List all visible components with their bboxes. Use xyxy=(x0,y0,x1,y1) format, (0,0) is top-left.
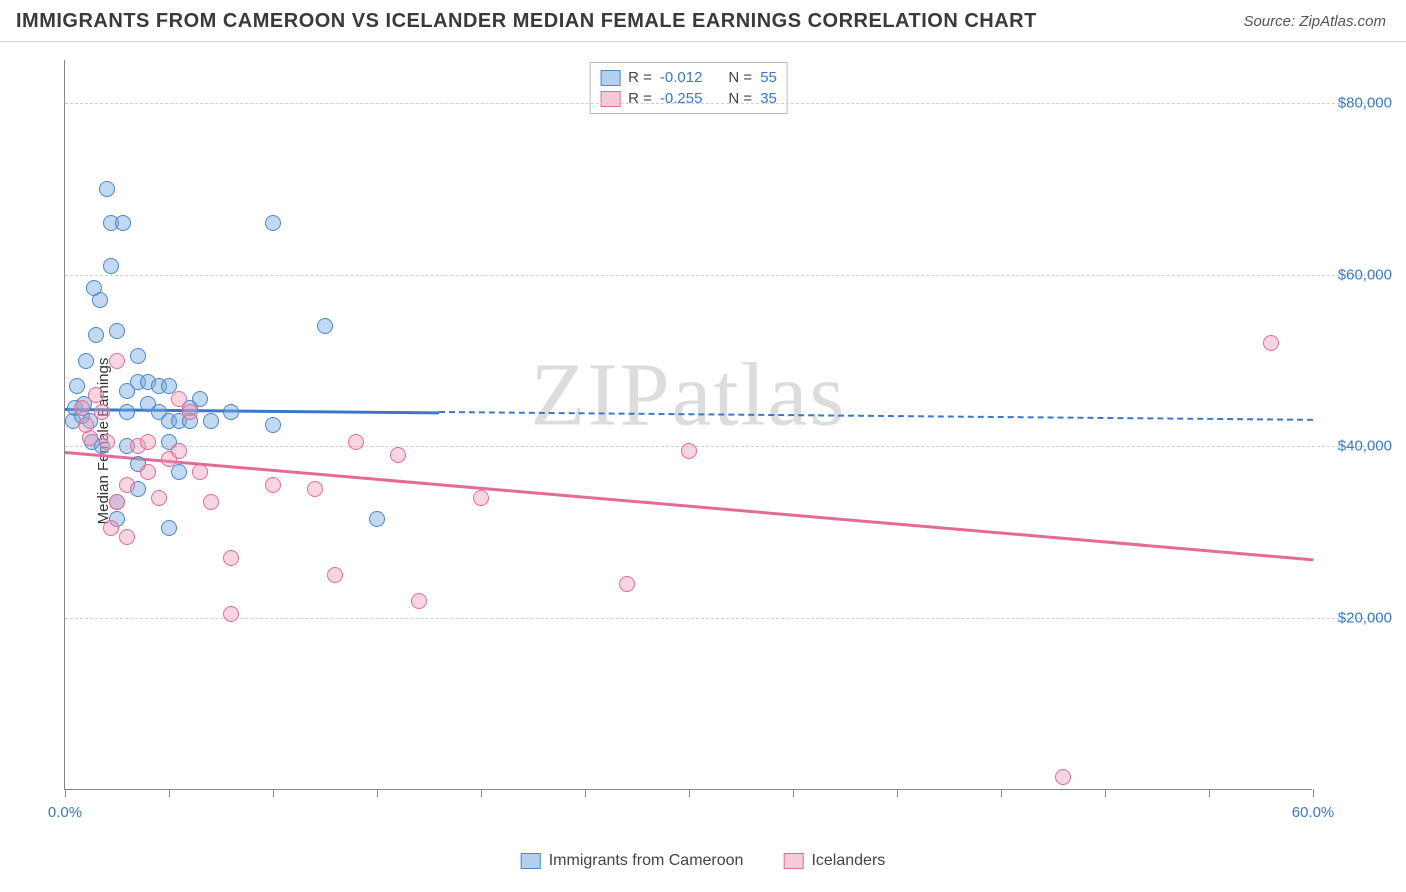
data-point xyxy=(140,464,156,480)
x-tick xyxy=(897,789,898,797)
data-point xyxy=(327,567,343,583)
source-label: Source: ZipAtlas.com xyxy=(1243,13,1386,30)
watermark: ZIPatlas xyxy=(531,344,847,447)
x-tick xyxy=(585,789,586,797)
data-point xyxy=(1263,335,1279,351)
data-point xyxy=(109,494,125,510)
data-point xyxy=(223,550,239,566)
legend-stats-row: R = -0.255 N = 35 xyxy=(600,88,777,109)
x-tick xyxy=(273,789,274,797)
data-point xyxy=(265,477,281,493)
data-point xyxy=(171,464,187,480)
data-point xyxy=(1055,769,1071,785)
data-point xyxy=(69,378,85,394)
x-tick xyxy=(169,789,170,797)
scatter-plot: ZIPatlas R = -0.012 N = 55 R = -0.255 N … xyxy=(64,60,1312,790)
trendline-solid xyxy=(65,451,1313,561)
data-point xyxy=(161,520,177,536)
data-point xyxy=(130,348,146,364)
data-point xyxy=(74,400,90,416)
n-value: 35 xyxy=(760,90,777,107)
n-label: N = xyxy=(728,90,752,107)
y-tick-label: $20,000 xyxy=(1322,610,1392,627)
data-point xyxy=(119,404,135,420)
x-tick xyxy=(377,789,378,797)
data-point xyxy=(88,387,104,403)
n-label: N = xyxy=(728,69,752,86)
data-point xyxy=(182,404,198,420)
data-point xyxy=(192,464,208,480)
data-point xyxy=(103,258,119,274)
gridline xyxy=(65,446,1380,447)
swatch-blue xyxy=(521,853,541,869)
data-point xyxy=(88,327,104,343)
data-point xyxy=(99,181,115,197)
data-point xyxy=(203,494,219,510)
y-tick-label: $60,000 xyxy=(1322,266,1392,283)
legend-item: Icelanders xyxy=(783,852,885,870)
data-point xyxy=(390,447,406,463)
gridline xyxy=(65,275,1380,276)
trendline-dashed xyxy=(439,411,1313,421)
data-point xyxy=(99,434,115,450)
x-tick xyxy=(65,789,66,797)
swatch-pink xyxy=(783,853,803,869)
data-point xyxy=(140,434,156,450)
x-tick xyxy=(1001,789,1002,797)
y-tick-label: $40,000 xyxy=(1322,438,1392,455)
data-point xyxy=(348,434,364,450)
data-point xyxy=(619,576,635,592)
r-label: R = xyxy=(628,69,652,86)
swatch-blue xyxy=(600,70,620,86)
data-point xyxy=(223,606,239,622)
data-point xyxy=(103,520,119,536)
data-point xyxy=(265,417,281,433)
chart-title: IMMIGRANTS FROM CAMEROON VS ICELANDER ME… xyxy=(16,10,1037,33)
data-point xyxy=(82,430,98,446)
data-point xyxy=(119,529,135,545)
data-point xyxy=(94,404,110,420)
swatch-pink xyxy=(600,91,620,107)
r-value: -0.012 xyxy=(660,69,703,86)
data-point xyxy=(265,215,281,231)
legend-series: Immigrants from Cameroon Icelanders xyxy=(521,852,886,870)
n-value: 55 xyxy=(760,69,777,86)
data-point xyxy=(317,318,333,334)
data-point xyxy=(681,443,697,459)
x-tick xyxy=(689,789,690,797)
data-point xyxy=(86,280,102,296)
legend-stats: R = -0.012 N = 55 R = -0.255 N = 35 xyxy=(589,62,788,114)
x-tick xyxy=(793,789,794,797)
x-tick xyxy=(481,789,482,797)
header: IMMIGRANTS FROM CAMEROON VS ICELANDER ME… xyxy=(0,0,1406,42)
gridline xyxy=(65,618,1380,619)
data-point xyxy=(203,413,219,429)
data-point xyxy=(369,511,385,527)
x-tick xyxy=(1209,789,1210,797)
legend-item: Immigrants from Cameroon xyxy=(521,852,744,870)
x-tick xyxy=(1105,789,1106,797)
data-point xyxy=(171,443,187,459)
x-tick xyxy=(1313,789,1314,797)
gridline xyxy=(65,103,1380,104)
data-point xyxy=(223,404,239,420)
legend-label: Icelanders xyxy=(811,852,885,870)
x-axis-min-label: 0.0% xyxy=(48,804,82,821)
data-point xyxy=(115,215,131,231)
data-point xyxy=(109,323,125,339)
x-axis-max-label: 60.0% xyxy=(1292,804,1335,821)
y-tick-label: $80,000 xyxy=(1322,94,1392,111)
data-point xyxy=(119,477,135,493)
r-label: R = xyxy=(628,90,652,107)
chart-area: Median Female Earnings ZIPatlas R = -0.0… xyxy=(50,60,1394,822)
data-point xyxy=(109,353,125,369)
data-point xyxy=(151,490,167,506)
data-point xyxy=(78,353,94,369)
r-value: -0.255 xyxy=(660,90,703,107)
data-point xyxy=(473,490,489,506)
legend-stats-row: R = -0.012 N = 55 xyxy=(600,67,777,88)
data-point xyxy=(307,481,323,497)
data-point xyxy=(411,593,427,609)
legend-label: Immigrants from Cameroon xyxy=(549,852,744,870)
